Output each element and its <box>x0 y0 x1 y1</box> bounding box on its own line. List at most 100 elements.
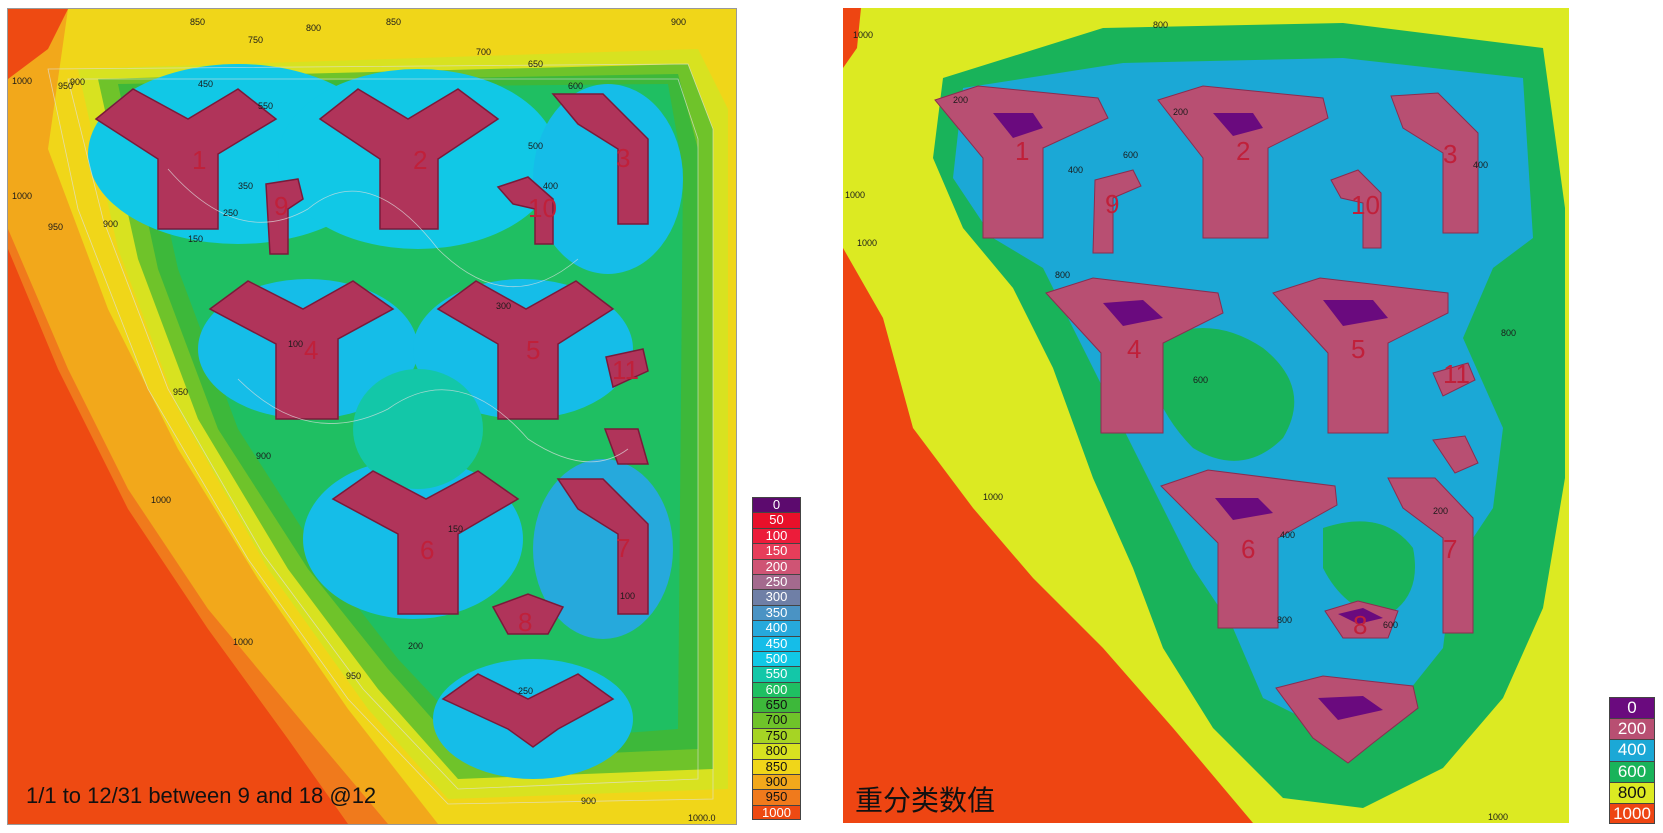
buildings <box>94 88 649 748</box>
legend-swatch-400: 400 <box>752 620 801 636</box>
legend-swatch-50: 50 <box>752 512 801 528</box>
building-10 <box>1330 169 1382 249</box>
legend-swatch-400: 400 <box>1609 739 1655 761</box>
building-11b <box>1432 435 1479 474</box>
building-11b <box>603 428 649 465</box>
building-10 <box>496 176 554 245</box>
contour-label: 200 <box>953 95 968 105</box>
legend-swatch-950: 950 <box>752 789 801 805</box>
shade-zone-3 <box>533 84 683 274</box>
building-6 <box>331 470 520 615</box>
contour-label: 150 <box>448 524 463 534</box>
building-number-labels: 1 2 3 4 5 6 7 8 9 10 11 <box>192 143 639 637</box>
reclass-label-group: 1000 1000 1000 1000 1000 800 800 800 800… <box>845 20 1516 822</box>
building-number: 6 <box>420 535 434 565</box>
building-number: 8 <box>1353 610 1367 640</box>
building-number: 4 <box>1127 334 1141 364</box>
legend-swatch-150: 150 <box>752 543 801 559</box>
band-1000-corner <box>8 9 68 79</box>
legend-swatch-550: 550 <box>752 666 801 682</box>
contour-label: 400 <box>543 181 558 191</box>
open-zone-center <box>353 369 483 489</box>
legend-swatch-850: 850 <box>752 758 801 775</box>
reclassified-map: 1000 1000 1000 1000 1000 800 800 800 800… <box>843 8 1569 823</box>
building-bottom <box>441 673 615 748</box>
contour-label: 850 <box>386 17 401 27</box>
legend-swatch-650: 650 <box>752 697 801 713</box>
contour-label: 700 <box>476 47 491 57</box>
building-number: 11 <box>1443 359 1470 389</box>
building-number: 7 <box>616 533 630 563</box>
building-7 <box>1387 477 1474 634</box>
building-number: 4 <box>304 335 318 365</box>
building-number: 6 <box>1241 534 1255 564</box>
building-number: 5 <box>1351 334 1365 364</box>
continuous-contour-map: 850 850 800 750 700 650 600 550 500 450 … <box>7 8 737 825</box>
building-bottom <box>1275 675 1419 764</box>
legend-swatch-250: 250 <box>752 573 801 590</box>
building-9 <box>1092 169 1142 254</box>
building-4 <box>208 280 395 420</box>
contour-label: 600 <box>1193 375 1208 385</box>
contour-label: 1000 <box>845 190 865 200</box>
reclass-buildings <box>934 85 1479 764</box>
contour-label: 1000 <box>853 30 873 40</box>
class-600-inner-2 <box>1323 521 1415 618</box>
building-4 <box>1045 277 1224 434</box>
contour-label: 850 <box>190 17 205 27</box>
building-11a <box>605 348 649 389</box>
building-6 <box>1160 469 1338 629</box>
left-map-caption: 1/1 to 12/31 between 9 and 18 @12 <box>26 783 377 808</box>
building-2 <box>318 88 500 230</box>
class-0-areas <box>993 113 1388 720</box>
building-2 <box>1157 85 1329 239</box>
contour-label: 600 <box>568 81 583 91</box>
contour-label: 1000 <box>1488 812 1508 822</box>
contour-label: 1000 <box>151 495 171 505</box>
building-number: 9 <box>274 191 288 221</box>
contour-label: 400 <box>1280 530 1295 540</box>
building-9 <box>265 178 304 255</box>
legend-swatch-200: 200 <box>1609 718 1655 740</box>
building-3 <box>1390 92 1479 234</box>
legend-swatch-350: 350 <box>752 604 801 621</box>
contour-label: 500 <box>528 141 543 151</box>
building-number: 3 <box>616 143 630 173</box>
building-number: 1 <box>1015 136 1029 166</box>
contour-label: 550 <box>258 101 273 111</box>
building-7 <box>556 478 649 615</box>
legend-swatch-100: 100 <box>752 527 801 544</box>
contour-label: 1000 <box>12 76 32 86</box>
contour-label: 900 <box>103 219 118 229</box>
legend-swatch-600: 600 <box>752 681 801 698</box>
contour-label: 950 <box>346 671 361 681</box>
building-number: 10 <box>528 193 557 223</box>
right-map-caption: 重分类数值 <box>855 785 996 816</box>
contour-label: 600 <box>1383 620 1398 630</box>
contour-label: 900 <box>256 451 271 461</box>
legend-swatch-900: 900 <box>752 774 801 790</box>
contour-label: 800 <box>1055 270 1070 280</box>
reclass-building-number-labels: 1 2 3 4 5 6 7 8 9 10 11 <box>1015 136 1470 640</box>
contour-label: 800 <box>1501 328 1516 338</box>
building-number: 1 <box>192 145 206 175</box>
class-1000-area <box>843 248 1253 823</box>
building-number: 7 <box>1443 534 1457 564</box>
contour-label: 400 <box>1473 160 1488 170</box>
contour-label: 250 <box>223 208 238 218</box>
contour-lines <box>47 63 714 805</box>
contour-label: 100 <box>288 339 303 349</box>
contour-label: 800 <box>1153 20 1168 30</box>
legend-swatch-0: 0 <box>752 497 801 513</box>
building-5 <box>436 280 615 420</box>
contour-map-graphic: 850 850 800 750 700 650 600 550 500 450 … <box>8 9 736 824</box>
legend-swatch-1000: 1000 <box>752 804 801 821</box>
contour-label: 1000 <box>983 492 1003 502</box>
contour-label: 800 <box>306 23 321 33</box>
contour-label: 1000.0 <box>688 813 716 823</box>
contour-label: 650 <box>528 59 543 69</box>
class-1000-corner <box>843 8 861 68</box>
contour-label: 150 <box>188 234 203 244</box>
building-5 <box>1272 277 1449 434</box>
reclassified-map-graphic: 1000 1000 1000 1000 1000 800 800 800 800… <box>843 8 1569 823</box>
